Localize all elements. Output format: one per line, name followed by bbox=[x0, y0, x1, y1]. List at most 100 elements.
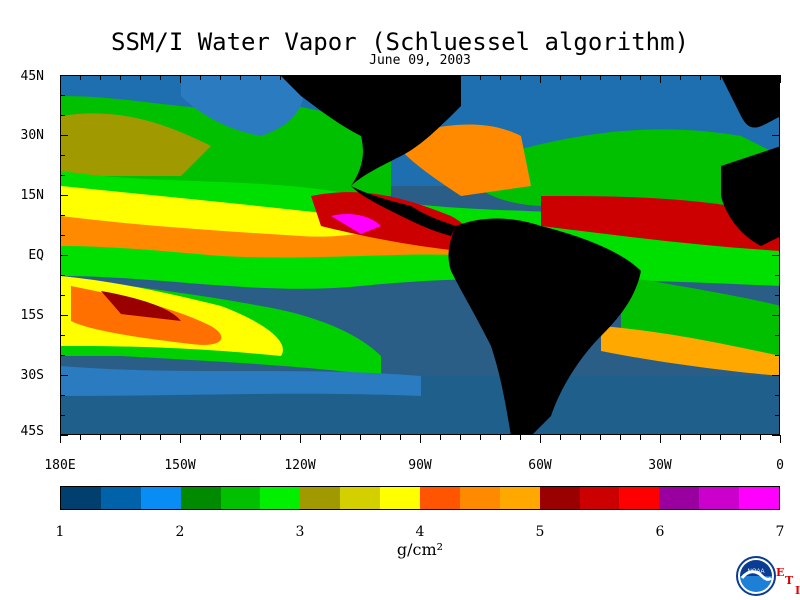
axis-tick bbox=[60, 335, 65, 336]
itcz-orange bbox=[61, 216, 481, 258]
axis-tick bbox=[220, 75, 221, 80]
axis-tick bbox=[775, 215, 780, 216]
axis-tick bbox=[60, 235, 65, 236]
lon-label-0: 0 bbox=[776, 458, 784, 473]
axis-tick bbox=[300, 435, 301, 443]
colorbar-swatch bbox=[659, 487, 700, 509]
colorbar-tick-5: 5 bbox=[535, 524, 545, 540]
colorbar-swatch bbox=[380, 487, 421, 509]
north-pacific-blue bbox=[181, 76, 304, 136]
colorbar-swatch bbox=[499, 487, 540, 509]
colorbar-swatch bbox=[619, 487, 660, 509]
colorbar-swatch bbox=[459, 487, 500, 509]
eti-letter-t: T bbox=[785, 574, 794, 587]
lat-label-eq: EQ bbox=[28, 248, 44, 263]
colorbar-swatch bbox=[260, 487, 301, 509]
lon-label-120w: 120W bbox=[284, 458, 316, 473]
axis-tick bbox=[620, 435, 621, 440]
axis-tick bbox=[580, 75, 581, 80]
north-america bbox=[281, 76, 461, 186]
colorbar-tick-1: 1 bbox=[55, 524, 65, 540]
axis-tick bbox=[60, 155, 65, 156]
axis-tick bbox=[640, 75, 641, 80]
africa bbox=[721, 146, 779, 246]
axis-tick bbox=[60, 75, 68, 76]
axis-tick bbox=[772, 75, 780, 76]
colorbar-swatch bbox=[579, 487, 620, 509]
axis-tick bbox=[700, 75, 701, 80]
colorbar-tick-6: 6 bbox=[655, 524, 665, 540]
colorbar-swatch bbox=[699, 487, 740, 509]
colorbar-tick-3: 3 bbox=[295, 524, 305, 540]
colorbar-swatch bbox=[739, 487, 780, 509]
axis-tick bbox=[180, 75, 181, 83]
axis-tick bbox=[775, 95, 780, 96]
axis-tick bbox=[460, 435, 461, 440]
axis-tick bbox=[772, 435, 780, 436]
axis-tick bbox=[540, 75, 541, 83]
axis-tick bbox=[200, 435, 201, 440]
colorbar-unit: g/cm² bbox=[396, 540, 444, 559]
axis-tick bbox=[720, 435, 721, 440]
axis-tick bbox=[60, 435, 61, 443]
axis-tick bbox=[560, 435, 561, 440]
colorbar-swatch bbox=[140, 487, 181, 509]
axis-tick bbox=[120, 75, 121, 80]
central-america bbox=[351, 186, 456, 236]
axis-tick bbox=[180, 435, 181, 443]
axis-tick bbox=[140, 435, 141, 440]
axis-tick bbox=[340, 75, 341, 80]
colorbar-swatch bbox=[539, 487, 580, 509]
axis-tick bbox=[60, 175, 65, 176]
axis-tick bbox=[640, 435, 641, 440]
europe-corner bbox=[721, 76, 779, 128]
lat-label-45n: 45N bbox=[20, 69, 44, 84]
axis-tick bbox=[60, 255, 68, 256]
colorbar-swatch bbox=[420, 487, 460, 509]
colorbar-swatch bbox=[100, 487, 141, 509]
axis-tick bbox=[772, 255, 780, 256]
colorbar-swatch bbox=[220, 487, 261, 509]
axis-tick bbox=[760, 435, 761, 440]
lat-label-30s: 30S bbox=[20, 368, 44, 383]
axis-tick bbox=[520, 75, 521, 80]
axis-tick bbox=[420, 435, 421, 443]
axis-tick bbox=[60, 135, 68, 136]
colorbar-tick-7: 7 bbox=[775, 524, 785, 540]
axis-tick bbox=[775, 355, 780, 356]
axis-tick bbox=[200, 75, 201, 80]
axis-tick bbox=[660, 75, 661, 83]
axis-tick bbox=[740, 435, 741, 440]
axis-tick bbox=[772, 315, 780, 316]
axis-tick bbox=[775, 335, 780, 336]
colorbar-swatch bbox=[61, 487, 101, 509]
south-america bbox=[448, 218, 641, 434]
axis-tick bbox=[500, 435, 501, 440]
axis-tick bbox=[440, 435, 441, 440]
axis-tick bbox=[460, 75, 461, 80]
svg-text:NOAA: NOAA bbox=[747, 569, 764, 575]
map-canvas bbox=[61, 76, 779, 434]
water-vapor-map bbox=[60, 75, 780, 435]
axis-tick bbox=[775, 175, 780, 176]
colorbar bbox=[60, 486, 780, 510]
axis-tick bbox=[280, 435, 281, 440]
axis-tick bbox=[60, 415, 65, 416]
axis-tick bbox=[480, 435, 481, 440]
axis-tick bbox=[772, 195, 780, 196]
axis-tick bbox=[220, 435, 221, 440]
axis-tick bbox=[60, 355, 65, 356]
axis-tick bbox=[160, 435, 161, 440]
axis-tick bbox=[560, 75, 561, 80]
map-title: SSM/I Water Vapor (Schluessel algorithm) bbox=[111, 28, 689, 56]
eti-letter-e: E bbox=[776, 566, 785, 579]
lat-label-30n: 30N bbox=[20, 128, 44, 143]
axis-tick bbox=[600, 75, 601, 80]
atlantic-itcz-red bbox=[541, 196, 779, 251]
lat-label-15n: 15N bbox=[20, 188, 44, 203]
map-date: June 09, 2003 bbox=[369, 53, 471, 68]
axis-tick bbox=[60, 295, 65, 296]
axis-tick bbox=[400, 435, 401, 440]
south-atlantic-orange bbox=[601, 326, 779, 376]
north-pacific-olive bbox=[61, 113, 211, 176]
